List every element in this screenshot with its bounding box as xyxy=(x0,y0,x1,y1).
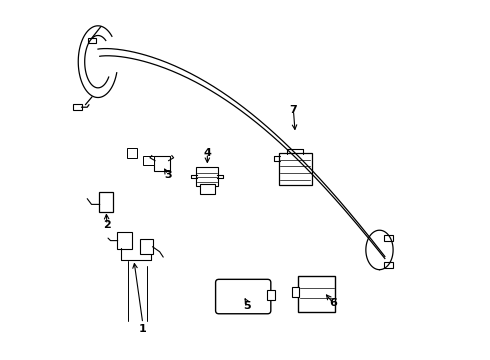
Text: 2: 2 xyxy=(103,220,111,230)
FancyBboxPatch shape xyxy=(279,153,312,185)
Text: 4: 4 xyxy=(203,148,211,158)
FancyBboxPatch shape xyxy=(88,38,96,43)
FancyBboxPatch shape xyxy=(143,156,153,165)
Text: 6: 6 xyxy=(329,298,337,308)
Text: 3: 3 xyxy=(164,170,171,180)
FancyBboxPatch shape xyxy=(292,287,299,297)
FancyBboxPatch shape xyxy=(117,232,132,249)
FancyBboxPatch shape xyxy=(154,156,170,171)
FancyBboxPatch shape xyxy=(384,262,393,268)
FancyBboxPatch shape xyxy=(73,104,82,111)
FancyBboxPatch shape xyxy=(200,184,215,194)
FancyBboxPatch shape xyxy=(384,234,393,240)
Text: 5: 5 xyxy=(243,301,250,311)
Text: 1: 1 xyxy=(139,324,147,334)
FancyBboxPatch shape xyxy=(216,279,271,314)
FancyBboxPatch shape xyxy=(196,167,219,186)
FancyBboxPatch shape xyxy=(98,192,113,212)
FancyBboxPatch shape xyxy=(267,291,275,301)
FancyBboxPatch shape xyxy=(126,148,137,158)
Text: 7: 7 xyxy=(290,105,297,115)
FancyBboxPatch shape xyxy=(298,276,335,312)
FancyBboxPatch shape xyxy=(140,239,153,254)
